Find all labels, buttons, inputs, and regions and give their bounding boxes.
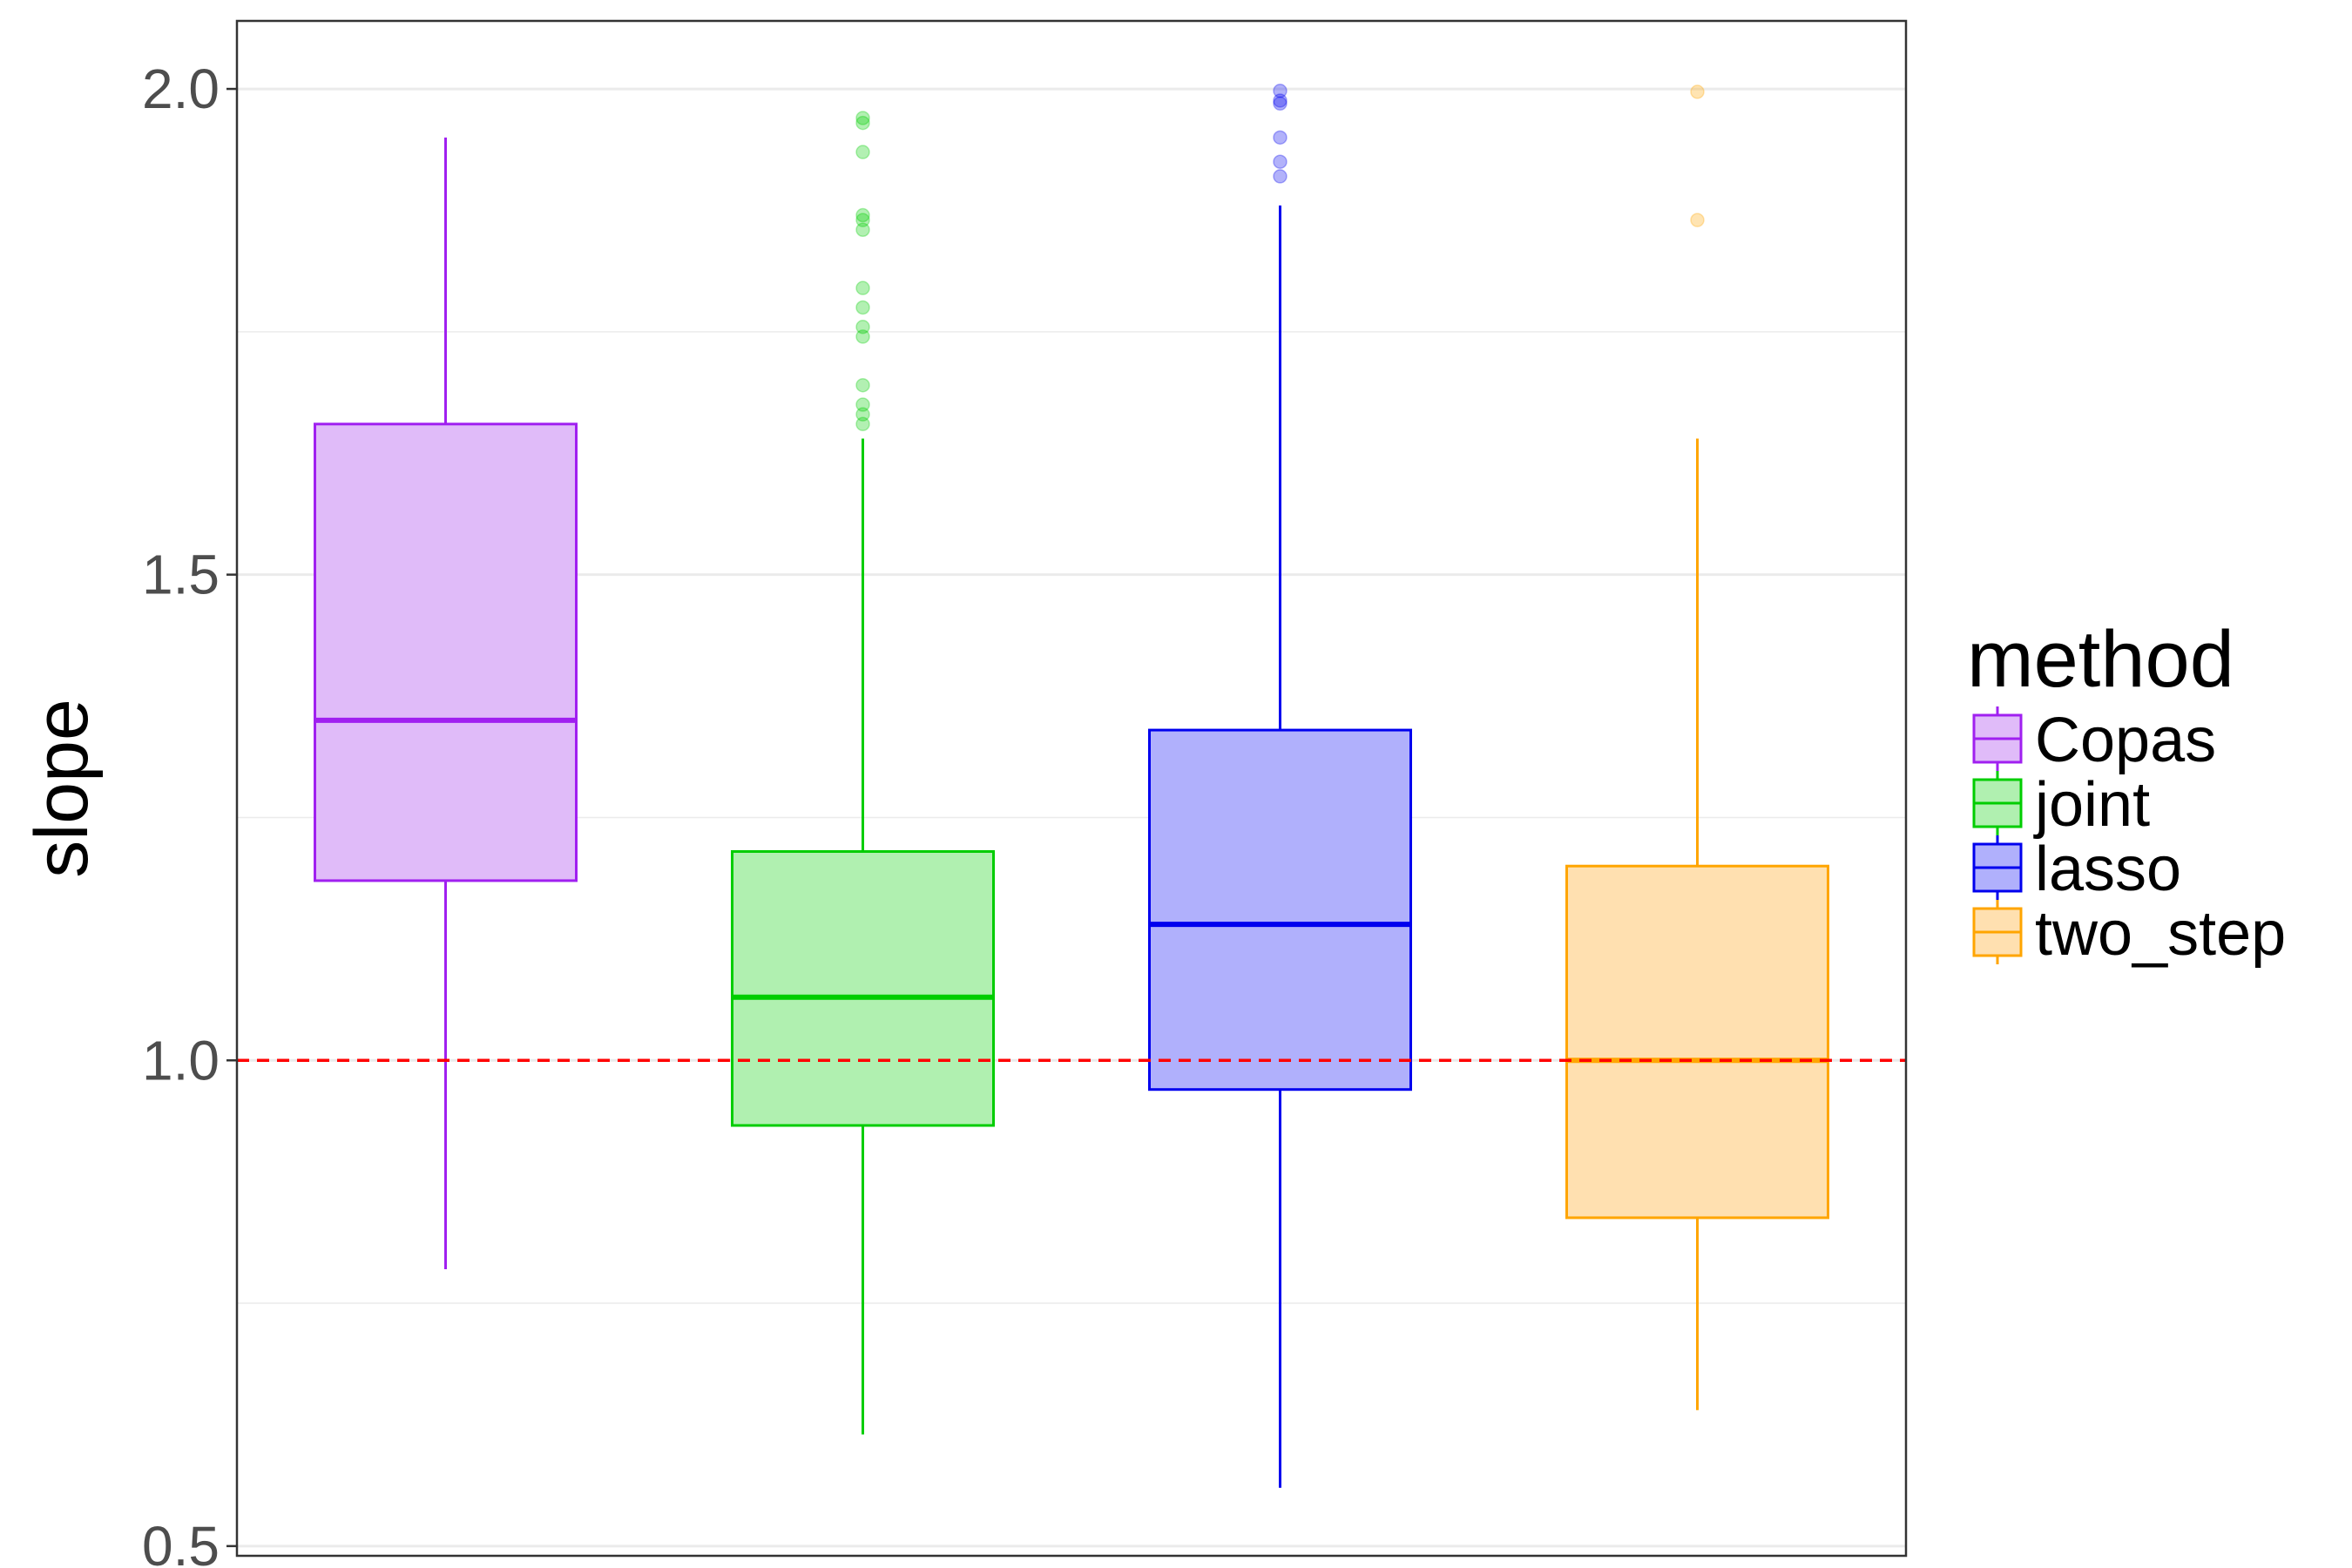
outlier-point: [855, 329, 870, 344]
plot-panel-border: [235, 19, 1908, 1558]
box-joint: [731, 849, 995, 1127]
outlier-point: [855, 222, 870, 238]
legend-item-Copas: Copas: [1972, 706, 2216, 775]
outlier-point: [855, 207, 870, 223]
y-tick-label: 2.0: [142, 57, 220, 120]
outlier-point: [855, 300, 870, 315]
outlier-point: [855, 213, 870, 227]
outlier-point: [855, 115, 870, 131]
outlier-point: [855, 111, 870, 125]
box-group-two_step: [1565, 84, 1829, 1410]
box-two_step: [1565, 864, 1829, 1220]
legend-title: method: [1967, 615, 2234, 704]
outlier-point: [855, 377, 870, 393]
outlier-point: [855, 407, 870, 422]
outlier-point: [1273, 93, 1288, 108]
box-group-Copas: [314, 137, 578, 1270]
legend-label-joint: joint: [2033, 770, 2150, 840]
legend-label-lasso: lasso: [2035, 835, 2181, 904]
legend-item-lasso: lasso: [1972, 835, 2181, 904]
legend-label-two_step: two_step: [2035, 899, 2286, 969]
boxplot-layer: [314, 84, 1829, 1488]
legend-item-joint: joint: [1972, 770, 2150, 840]
outlier-point: [855, 416, 870, 432]
y-tick-label: 0.5: [142, 1515, 220, 1568]
legend-item-two_step: two_step: [1972, 899, 2286, 969]
y-axis: 0.5 1.0 1.5 2.0: [142, 57, 237, 1568]
y-tick-label: 1.0: [142, 1029, 220, 1092]
outlier-point: [1273, 130, 1288, 145]
y-axis-title: slope: [20, 699, 104, 878]
outlier-point: [855, 397, 870, 412]
outlier-point: [855, 320, 870, 335]
box-Copas: [314, 422, 578, 882]
box-lasso: [1148, 728, 1412, 1092]
y-tick-label: 1.5: [142, 544, 220, 606]
box-group-lasso: [1148, 84, 1412, 1488]
outlier-point: [855, 145, 870, 159]
outlier-point: [1273, 169, 1288, 184]
outlier-point: [1273, 96, 1288, 112]
outlier-point: [1273, 84, 1288, 98]
outlier-point: [1690, 84, 1705, 99]
outlier-point: [855, 280, 870, 295]
box-group-joint: [731, 111, 995, 1435]
outlier-point: [1690, 213, 1705, 227]
legend-label-Copas: Copas: [2035, 706, 2216, 775]
outlier-point: [1273, 154, 1288, 169]
